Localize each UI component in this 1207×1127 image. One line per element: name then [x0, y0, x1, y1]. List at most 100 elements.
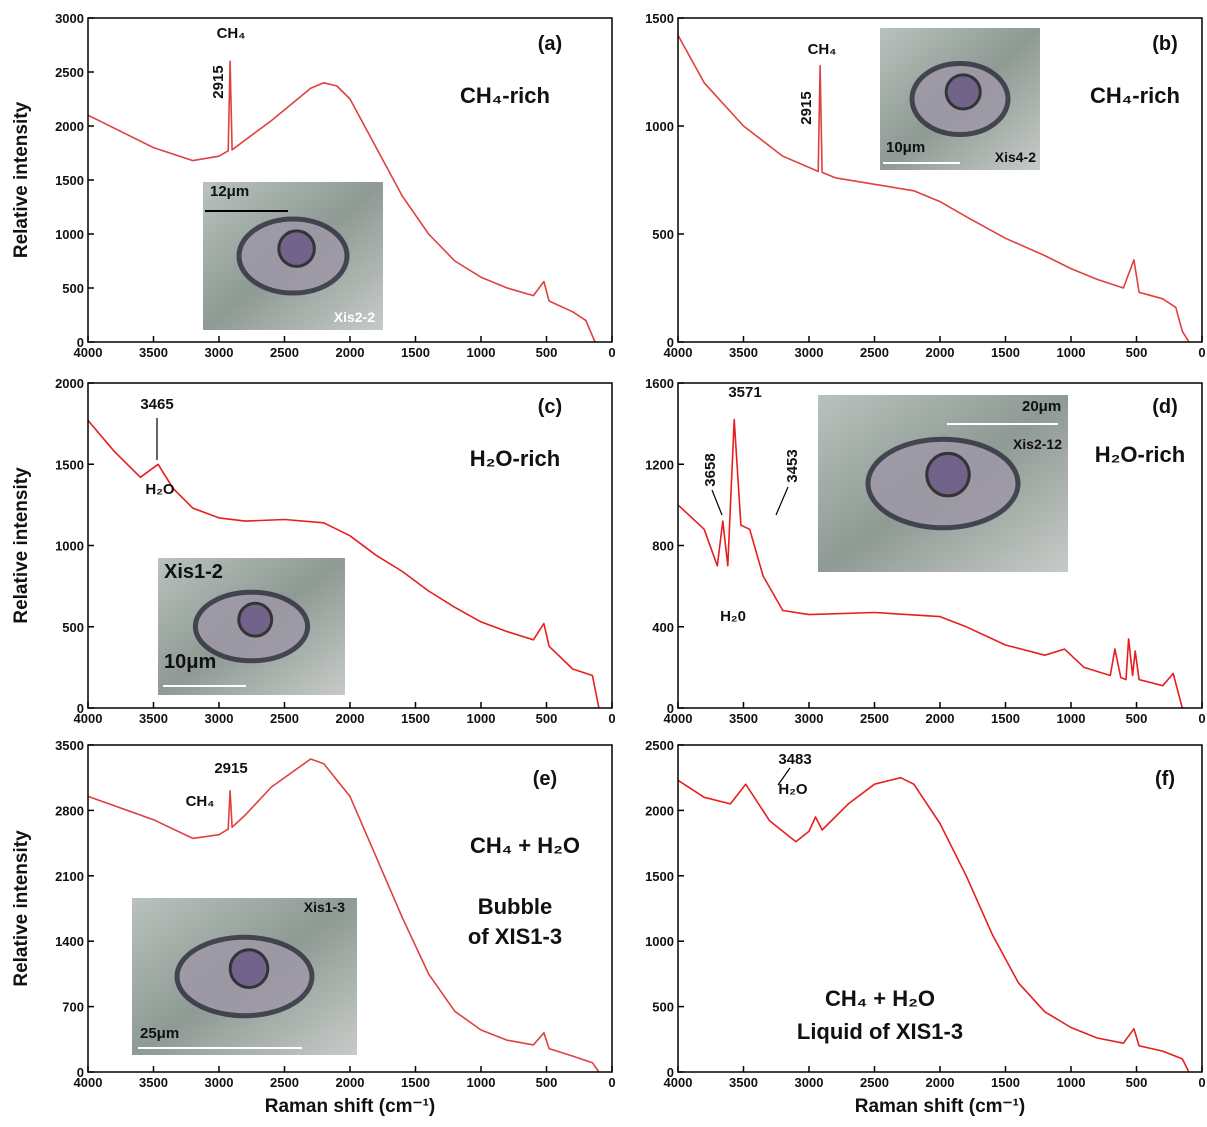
scale-label: 10μm — [164, 651, 216, 673]
x-tick-label: 0 — [1198, 1075, 1205, 1090]
x-tick-label: 2000 — [926, 1075, 955, 1090]
panel-label: (d) — [1152, 396, 1178, 418]
annotation: H₂O-rich — [470, 446, 560, 471]
y-axis-label: Relative intensity — [11, 101, 32, 258]
peak-label: 2915 — [214, 760, 247, 777]
x-tick-label: 2000 — [926, 711, 955, 726]
plot-frame — [677, 382, 1203, 709]
micrograph: 25μm Xis1-3 — [132, 898, 357, 1055]
species-label: H₂O — [778, 781, 807, 798]
x-tick-label: 3000 — [205, 1075, 234, 1090]
x-tick-label: 500 — [1126, 711, 1148, 726]
x-tick-label: 2500 — [270, 345, 299, 360]
x-tick-label: 1500 — [991, 345, 1020, 360]
peak-label: 2915 — [798, 91, 815, 124]
x-tick-label: 2500 — [860, 1075, 889, 1090]
x-tick-label: 4000 — [74, 711, 103, 726]
y-tick-label: 700 — [62, 1000, 84, 1015]
micrograph: 12μm Xis2-2 — [203, 182, 383, 330]
spectrum-line — [677, 34, 1190, 343]
x-tick-label: 1000 — [1057, 1075, 1086, 1090]
leader-line — [711, 489, 723, 516]
peak-label: 3483 — [778, 751, 811, 768]
y-tick-label: 500 — [62, 620, 84, 635]
y-tick-label: 2500 — [55, 65, 84, 80]
x-tick-label: 3000 — [795, 711, 824, 726]
species-label: CH₄ — [217, 25, 246, 42]
x-tick-label: 2500 — [860, 345, 889, 360]
annotation: CH₄-rich — [460, 83, 550, 108]
bubble — [925, 451, 971, 498]
x-axis-label: Raman shift (cm⁻¹) — [265, 1096, 436, 1117]
x-tick-label: 0 — [608, 711, 615, 726]
x-tick-label: 2000 — [926, 345, 955, 360]
y-tick-label: 1500 — [55, 173, 84, 188]
annotation: Bubble — [478, 894, 553, 919]
sample-label: Xis1-2 — [164, 561, 223, 583]
annotation: CH₄ + H₂O — [470, 833, 580, 858]
plot-frame — [87, 744, 613, 1073]
x-tick-label: 2500 — [860, 711, 889, 726]
annotation: H₂O-rich — [1095, 442, 1185, 467]
x-tick-label: 2000 — [336, 1075, 365, 1090]
bubble — [237, 601, 274, 638]
x-tick-label: 0 — [608, 1075, 615, 1090]
y-tick-label: 2000 — [645, 803, 674, 818]
y-tick-label: 1600 — [645, 376, 674, 391]
x-tick-label: 500 — [1126, 1075, 1148, 1090]
micrograph: 10μm Xis4-2 — [880, 28, 1040, 170]
plot-frame — [87, 382, 613, 709]
x-tick-label: 1000 — [467, 711, 496, 726]
x-tick-label: 2000 — [336, 711, 365, 726]
spectrum-line — [87, 60, 596, 343]
y-tick-label: 2500 — [645, 738, 674, 753]
plot-frame — [677, 17, 1203, 343]
y-tick-label: 1400 — [55, 934, 84, 949]
annotation: CH₄-rich — [1090, 83, 1180, 108]
plot-frame — [677, 744, 1203, 1073]
x-tick-label: 500 — [536, 345, 558, 360]
y-tick-label: 800 — [652, 539, 674, 554]
scale-label: 12μm — [210, 183, 249, 200]
x-tick-label: 2500 — [270, 1075, 299, 1090]
y-tick-label: 2100 — [55, 869, 84, 884]
spectrum-line — [677, 776, 1190, 1073]
sample-label: Xis1-3 — [304, 899, 345, 915]
y-tick-label: 0 — [667, 701, 674, 716]
sample-label: Xis2-2 — [334, 309, 375, 325]
species-label: CH₄ — [808, 41, 837, 58]
annotation: of XIS1-3 — [468, 924, 562, 949]
species-label: H₂O — [145, 481, 174, 498]
y-tick-label: 0 — [667, 1065, 674, 1080]
x-tick-label: 0 — [608, 345, 615, 360]
y-tick-label: 500 — [62, 281, 84, 296]
annotation: Liquid of XIS1-3 — [797, 1019, 963, 1044]
x-tick-label: 3500 — [139, 711, 168, 726]
y-tick-label: 1000 — [55, 227, 84, 242]
x-tick-label: 4000 — [664, 345, 693, 360]
y-tick-label: 1000 — [645, 934, 674, 949]
x-tick-label: 3500 — [729, 345, 758, 360]
x-tick-label: 3500 — [729, 1075, 758, 1090]
y-tick-label: 1200 — [645, 457, 674, 472]
x-tick-label: 3000 — [205, 711, 234, 726]
x-tick-label: 1000 — [467, 1075, 496, 1090]
x-tick-label: 2500 — [270, 711, 299, 726]
x-tick-label: 1500 — [401, 711, 430, 726]
y-tick-label: 500 — [652, 227, 674, 242]
x-tick-label: 3000 — [795, 345, 824, 360]
species-label: CH₄ — [186, 793, 215, 810]
x-tick-label: 0 — [1198, 345, 1205, 360]
x-tick-label: 500 — [536, 711, 558, 726]
y-tick-label: 500 — [652, 1000, 674, 1015]
panel-label: (a) — [538, 33, 562, 55]
x-tick-label: 3500 — [139, 1075, 168, 1090]
y-tick-label: 1500 — [645, 869, 674, 884]
micrograph: 10μm Xis1-2 — [158, 558, 345, 695]
sample-label: Xis4-2 — [995, 149, 1036, 165]
panel-label: (c) — [538, 396, 562, 418]
peak-label: 3571 — [728, 384, 761, 401]
x-tick-label: 500 — [536, 1075, 558, 1090]
spectrum-line — [87, 758, 600, 1073]
scale-label: 10μm — [886, 139, 925, 156]
